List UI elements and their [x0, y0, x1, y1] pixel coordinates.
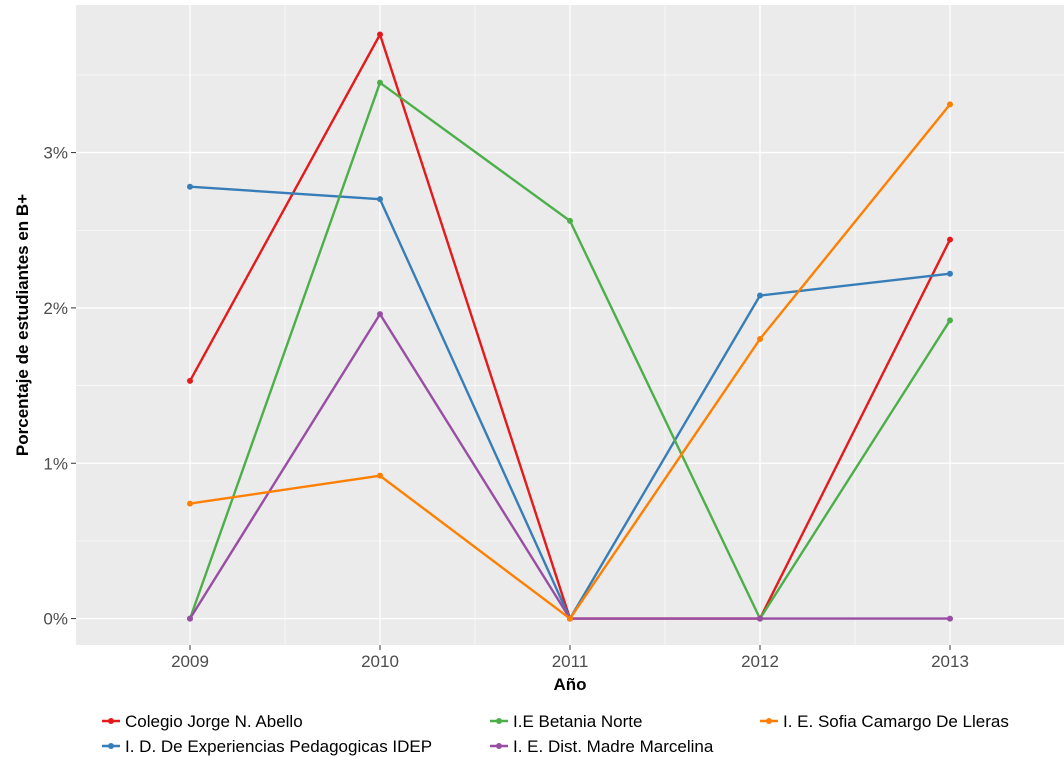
data-point: [757, 335, 763, 342]
x-axis: 2009 2010 2011 2012 2013: [171, 645, 969, 671]
data-point: [757, 615, 763, 622]
legend-item: I. E. Sofia Camargo De Lleras: [760, 712, 1009, 731]
data-point: [947, 101, 953, 108]
data-point: [377, 31, 383, 38]
legend-label: I. E. Dist. Madre Marcelina: [513, 737, 714, 756]
x-axis-title: Año: [553, 675, 586, 694]
data-point: [377, 311, 383, 318]
legend-label: I. E. Sofia Camargo De Lleras: [783, 712, 1009, 731]
x-tick-label: 2010: [361, 652, 399, 671]
x-tick-label: 2012: [741, 652, 779, 671]
legend-key-point: [766, 718, 772, 724]
legend-label: I. D. De Experiencias Pedagogicas IDEP: [125, 737, 432, 756]
y-tick-label: 3%: [43, 144, 68, 163]
y-tick-label: 1%: [43, 454, 68, 473]
data-point: [377, 472, 383, 479]
legend-key-point: [108, 743, 114, 749]
data-point: [187, 500, 193, 507]
data-point: [947, 270, 953, 277]
data-point: [947, 317, 953, 324]
legend-label: I.E Betania Norte: [513, 712, 642, 731]
data-point: [947, 236, 953, 243]
major-gridlines: [76, 5, 1064, 645]
data-point: [187, 615, 193, 622]
data-point: [757, 292, 763, 299]
legend-item: I. D. De Experiencias Pedagogicas IDEP: [102, 737, 432, 756]
x-tick-label: 2009: [171, 652, 209, 671]
data-point: [377, 79, 383, 86]
y-axis: 0% 1% 2% 3%: [43, 144, 76, 629]
legend-item: I. E. Dist. Madre Marcelina: [490, 737, 714, 756]
data-point: [947, 615, 953, 622]
data-point: [567, 615, 573, 622]
x-tick-label: 2011: [552, 652, 589, 671]
y-axis-title: Porcentaje de estudiantes en B+: [13, 194, 32, 456]
y-tick-label: 0%: [43, 610, 68, 629]
x-tick-label: 2013: [931, 652, 969, 671]
legend-item: Colegio Jorge N. Abello: [102, 712, 303, 731]
data-point: [187, 183, 193, 190]
legend: Colegio Jorge N. Abello I.E Betania Norte…: [102, 712, 1009, 756]
data-point: [377, 196, 383, 203]
legend-item: I.E Betania Norte: [490, 712, 642, 731]
data-point: [187, 377, 193, 384]
data-point: [567, 217, 573, 224]
legend-key-point: [496, 743, 502, 749]
legend-label: Colegio Jorge N. Abello: [125, 712, 303, 731]
series-points: [187, 31, 953, 622]
legend-key-point: [496, 718, 502, 724]
legend-key-point: [108, 718, 114, 724]
y-tick-label: 2%: [43, 299, 68, 318]
